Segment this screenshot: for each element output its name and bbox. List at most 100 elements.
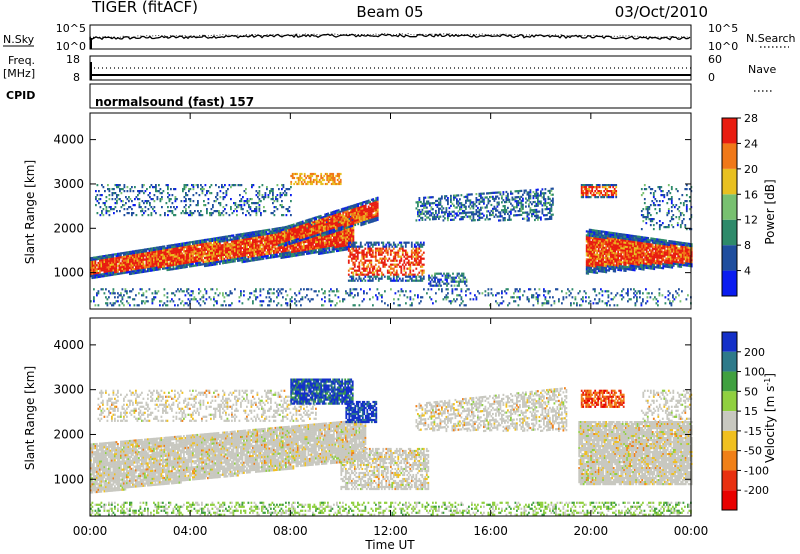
- power-cell: [270, 238, 272, 241]
- power-cell: [134, 198, 136, 201]
- power-cell: [178, 265, 181, 268]
- power-cell: [104, 204, 106, 207]
- power-cell: [301, 222, 304, 225]
- power-cell: [201, 247, 203, 250]
- power-cell: [318, 223, 321, 226]
- power-cell: [415, 249, 418, 252]
- power-cell: [413, 259, 416, 262]
- power-cell: [306, 235, 309, 238]
- power-cell: [108, 268, 110, 271]
- power-cell: [397, 273, 400, 276]
- power-cell: [196, 248, 199, 251]
- power-cell: [214, 251, 217, 254]
- power-cell: [371, 271, 374, 274]
- power-cell: [300, 229, 302, 232]
- power-cell: [154, 268, 157, 271]
- power-cell: [303, 247, 305, 250]
- power-cell: [621, 247, 624, 250]
- power-cell: [216, 243, 218, 246]
- power-cell: [172, 246, 175, 249]
- power-cell: [309, 238, 311, 241]
- power-cell: [629, 254, 632, 257]
- power-cell: [410, 273, 413, 276]
- power-cell: [108, 198, 111, 201]
- power-cell: [347, 269, 350, 272]
- power-cell: [334, 240, 337, 243]
- power-cell: [214, 263, 217, 266]
- power-cell: [310, 244, 313, 247]
- power-cell: [633, 249, 636, 252]
- power-cell: [333, 222, 336, 225]
- power-cell: [353, 243, 356, 246]
- power-cell: [309, 236, 312, 239]
- power-cell: [283, 232, 286, 235]
- power-cell: [204, 260, 206, 264]
- power-cell: [93, 260, 95, 263]
- power-cell: [205, 264, 208, 267]
- power-cell: [334, 214, 337, 217]
- power-cell: [318, 248, 320, 251]
- power-cell: [222, 248, 224, 251]
- power-cell: [330, 211, 333, 214]
- power-cell: [243, 240, 245, 243]
- power-cell: [372, 198, 375, 201]
- power-cell: [151, 255, 154, 258]
- power-cell: [142, 260, 145, 263]
- power-cell: [597, 266, 600, 269]
- power-cell: [220, 236, 223, 239]
- power-cell: [202, 243, 205, 246]
- power-cell: [306, 252, 308, 255]
- power-cell: [102, 208, 105, 211]
- power-cell: [349, 227, 352, 230]
- power-cell: [249, 255, 251, 258]
- power-cell: [388, 271, 391, 274]
- power-cell: [392, 279, 395, 282]
- power-cell: [105, 264, 107, 267]
- power-cell: [354, 217, 357, 221]
- power-cell: [189, 243, 191, 246]
- power-cell: [96, 272, 98, 275]
- power-cell: [343, 242, 346, 245]
- power-cell: [214, 237, 217, 240]
- power-cell: [594, 239, 597, 242]
- power-cell: [91, 258, 94, 262]
- power-cell: [623, 259, 626, 262]
- power-cell: [187, 255, 190, 258]
- power-cell: [273, 250, 275, 253]
- power-cell: [593, 269, 596, 272]
- power-cell: [611, 249, 614, 253]
- power-cell: [322, 216, 325, 219]
- power-cell: [352, 235, 355, 238]
- power-cell: [340, 208, 343, 211]
- power-cell: [189, 263, 191, 266]
- power-cell: [304, 240, 307, 244]
- power-cell: [415, 255, 418, 258]
- power-cell: [148, 269, 151, 272]
- power-cell: [298, 227, 301, 230]
- power-cell: [370, 263, 373, 266]
- power-cell: [316, 239, 319, 242]
- power-cell: [380, 259, 383, 262]
- power-cell: [141, 271, 143, 274]
- power-cell: [168, 258, 170, 261]
- power-cell: [596, 263, 599, 266]
- power-cell: [362, 261, 365, 264]
- power-cell: [126, 261, 128, 264]
- power-cell: [614, 234, 617, 237]
- power-cell: [604, 186, 607, 189]
- power-cell: [147, 208, 150, 211]
- power-cell: [413, 245, 416, 248]
- power-cell: [103, 273, 106, 276]
- power-cell: [333, 232, 335, 235]
- power-cell: [585, 236, 588, 239]
- power-cell: [142, 254, 145, 257]
- power-cell: [319, 236, 322, 239]
- power-cell: [621, 265, 624, 268]
- power-cell: [355, 219, 358, 222]
- power-cell: [105, 258, 107, 261]
- power-cell: [330, 232, 332, 236]
- power-cell: [198, 257, 200, 261]
- power-cell: [139, 263, 142, 266]
- power-cell: [219, 250, 221, 253]
- power-cell: [183, 244, 185, 247]
